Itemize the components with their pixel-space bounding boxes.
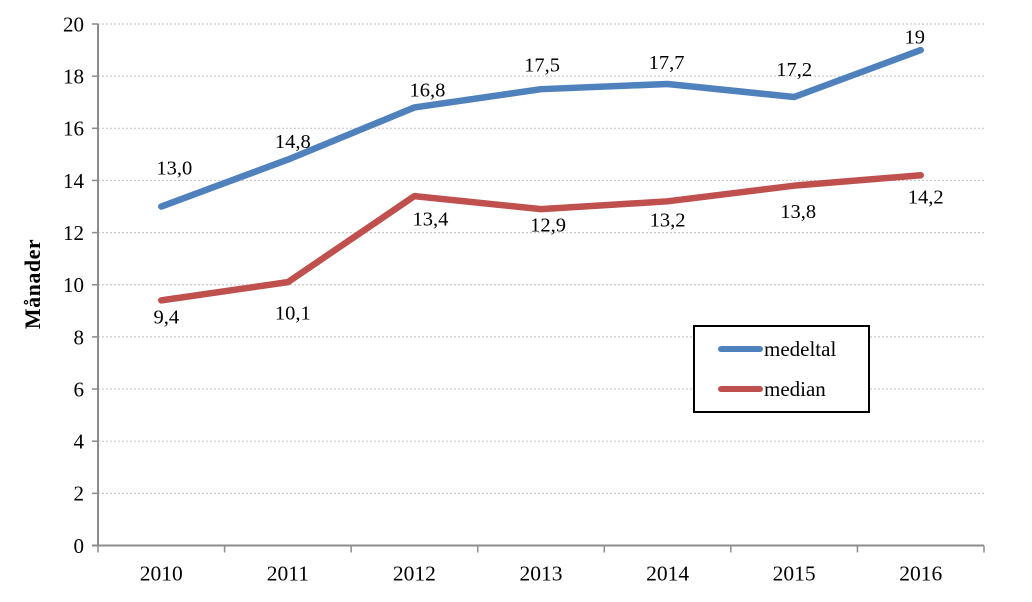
x-tick-label: 2010 [140,562,183,586]
y-tick-label: 16 [63,117,84,141]
data-label-medeltal-2016: 19 [904,26,925,48]
data-label-medeltal-2012: 16,8 [409,80,445,102]
legend-label-median: median [764,376,826,401]
data-label-median-2016: 14,2 [908,186,944,208]
y-tick-label: 12 [63,221,84,245]
data-label-medeltal-2010: 13,0 [156,158,192,180]
y-tick-label: 6 [74,377,85,401]
x-tick-label: 2011 [267,562,309,586]
series-line-median [158,171,924,304]
x-tick-label: 2015 [773,562,816,586]
data-label-median-2011: 10,1 [275,302,311,324]
data-label-median-2010: 9,4 [153,307,179,329]
series-line-medeltal [158,46,924,210]
y-tick-label: 10 [63,273,84,297]
data-label-medeltal-2014: 17,7 [649,52,685,74]
median-line-swatch [718,386,763,392]
x-tick-label: 2014 [646,562,689,586]
x-tick-label: 2012 [393,562,436,586]
legend-item-medeltal: medeltal [718,336,864,361]
data-label-median-2012: 13,4 [412,208,448,230]
y-tick-label: 8 [74,325,85,349]
x-tick-label: 2016 [899,562,942,586]
y-tick-label: 14 [63,169,85,193]
data-label-medeltal-2015: 17,2 [776,59,812,81]
data-label-median-2015: 13,8 [780,201,816,223]
data-label-medeltal-2011: 14,8 [275,131,311,153]
y-tick-label: 20 [63,12,84,36]
y-tick-label: 2 [74,482,85,506]
y-tick-label: 4 [74,430,85,454]
medeltal-line-swatch [718,346,763,352]
data-label-median-2014: 13,2 [650,209,686,231]
data-label-median-2013: 12,9 [530,214,566,236]
legend-item-median: median [718,376,864,401]
legend: medeltal median [693,325,870,413]
legend-label-medeltal: medeltal [764,336,837,361]
y-tick-label: 0 [74,534,85,558]
x-tick-label: 2013 [520,562,563,586]
y-axis-title: Månader [20,238,45,330]
data-label-medeltal-2013: 17,5 [524,54,560,76]
y-tick-label: 18 [63,65,84,89]
